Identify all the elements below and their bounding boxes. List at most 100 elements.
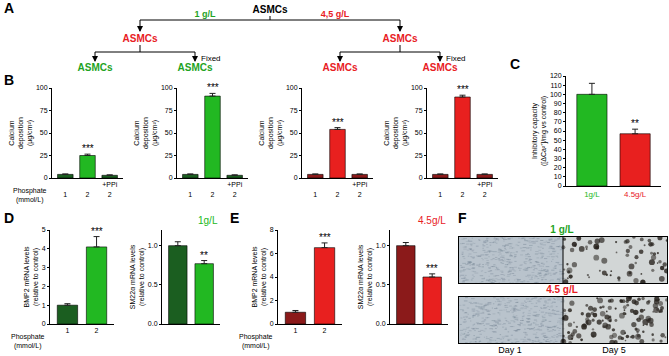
svg-text:5: 5 [42, 226, 46, 233]
svg-text:***: *** [319, 232, 331, 243]
svg-text:1: 1 [63, 181, 67, 197]
svg-text:50: 50 [40, 129, 48, 136]
svg-text:BMP2 mRNA levels(relative to c: BMP2 mRNA levels(relative to control) [251, 246, 268, 308]
svg-text:4,5 g/L: 4,5 g/L [321, 9, 350, 19]
svg-text:6: 6 [270, 250, 274, 257]
svg-text:1: 1 [42, 302, 46, 309]
svg-text:SM22α mRNA levels(relative to: SM22α mRNA levels(relative to control) [129, 244, 146, 309]
svg-text:Phosphate(mmol/L): Phosphate(mmol/L) [11, 333, 45, 350]
svg-text:100: 100 [411, 84, 423, 91]
svg-text:2: 2 [211, 181, 215, 197]
svg-text:***: *** [91, 226, 103, 237]
svg-text:+PPi2: +PPi2 [102, 181, 117, 197]
svg-text:Phosphate(mmol/L): Phosphate(mmol/L) [13, 187, 47, 204]
svg-text:75: 75 [165, 107, 173, 114]
svg-text:110: 110 [550, 82, 561, 89]
svg-text:100: 100 [286, 84, 298, 91]
svg-text:4: 4 [42, 245, 46, 252]
svg-text:2: 2 [461, 181, 465, 197]
svg-text:1: 1 [293, 327, 297, 334]
svg-text:80: 80 [554, 109, 562, 116]
svg-text:0: 0 [558, 182, 562, 189]
svg-text:1 g/L: 1 g/L [194, 9, 216, 19]
svg-text:SM22α mRNA levels(relative to: SM22α mRNA levels(relative to control) [357, 244, 374, 309]
svg-text:90: 90 [554, 100, 562, 107]
svg-text:1: 1 [438, 181, 442, 197]
svg-text:ASMCs: ASMCs [382, 33, 417, 44]
svg-text:Calciumdeposition(µg/cm²): Calciumdeposition(µg/cm²) [8, 117, 34, 149]
svg-text:75: 75 [415, 107, 423, 114]
svg-text:60: 60 [554, 127, 562, 134]
svg-text:50: 50 [554, 137, 562, 144]
svg-text:2: 2 [42, 283, 46, 290]
svg-text:ASMCs: ASMCs [422, 62, 457, 73]
svg-text:***: *** [82, 143, 94, 154]
svg-text:50: 50 [415, 129, 423, 136]
svg-text:Phosphate(mmol/L): Phosphate(mmol/L) [239, 333, 273, 350]
svg-text:***: *** [457, 84, 469, 95]
svg-text:4: 4 [270, 273, 274, 280]
svg-text:4.5g/L: 4.5g/L [418, 215, 446, 226]
svg-text:1g/L: 1g/L [584, 190, 600, 199]
svg-text:1g/L: 1g/L [198, 215, 218, 226]
svg-text:2: 2 [336, 181, 340, 197]
svg-text:10: 10 [554, 173, 562, 180]
svg-text:40: 40 [554, 146, 562, 153]
svg-text:0: 0 [42, 320, 46, 327]
svg-text:120: 120 [550, 72, 562, 79]
svg-text:**: ** [631, 118, 639, 129]
svg-text:0: 0 [294, 174, 298, 181]
svg-text:ASMCs: ASMCs [177, 62, 212, 73]
svg-text:+PPi2: +PPi2 [352, 181, 367, 197]
svg-text:1: 1 [65, 327, 69, 334]
svg-text:75: 75 [290, 107, 298, 114]
svg-text:***: *** [332, 117, 344, 128]
svg-text:0: 0 [270, 320, 274, 327]
svg-text:1: 1 [313, 181, 317, 197]
svg-text:Calciumdeposition(µg/cm²): Calciumdeposition(µg/cm²) [383, 117, 409, 149]
svg-text:BMP2 mRNA levels(relative to c: BMP2 mRNA levels(relative to control) [23, 246, 40, 308]
svg-text:2: 2 [95, 327, 99, 334]
svg-text:0.0: 0.0 [148, 320, 158, 327]
svg-text:25: 25 [290, 152, 298, 159]
svg-text:25: 25 [415, 152, 423, 159]
svg-text:***: *** [207, 82, 219, 93]
svg-text:50: 50 [165, 129, 173, 136]
svg-text:ASMCs: ASMCs [77, 62, 112, 73]
svg-text:100: 100 [36, 84, 48, 91]
svg-text:**: ** [200, 250, 208, 261]
svg-text:0: 0 [169, 174, 173, 181]
svg-text:4.5g/L: 4.5g/L [624, 190, 647, 199]
svg-text:1.0: 1.0 [376, 242, 386, 249]
svg-text:25: 25 [165, 152, 173, 159]
svg-text:+PPi2: +PPi2 [477, 181, 492, 197]
svg-text:ASMCs: ASMCs [252, 4, 287, 15]
svg-text:75: 75 [40, 107, 48, 114]
svg-text:25: 25 [40, 152, 48, 159]
svg-text:50: 50 [290, 129, 298, 136]
svg-text:Calciumdeposition(µg/cm²): Calciumdeposition(µg/cm²) [258, 117, 284, 149]
svg-text:Calciumdeposition(µg/cm²): Calciumdeposition(µg/cm²) [133, 117, 159, 149]
svg-text:100: 100 [550, 91, 562, 98]
svg-text:ASMCs: ASMCs [122, 33, 157, 44]
svg-text:0: 0 [419, 174, 423, 181]
svg-text:***: *** [426, 263, 438, 274]
svg-text:2: 2 [270, 297, 274, 304]
svg-text:0: 0 [44, 174, 48, 181]
svg-text:Fixed: Fixed [201, 54, 221, 63]
svg-text:ASMCs: ASMCs [322, 62, 357, 73]
svg-text:Fixed: Fixed [446, 54, 466, 63]
svg-text:30: 30 [554, 155, 562, 162]
svg-text:100: 100 [161, 84, 173, 91]
svg-text:2: 2 [86, 181, 90, 197]
svg-text:2: 2 [323, 327, 327, 334]
svg-text:1: 1 [188, 181, 192, 197]
svg-text:+PPi2: +PPi2 [227, 181, 242, 197]
svg-text:20: 20 [554, 164, 562, 171]
svg-text:3: 3 [42, 264, 46, 271]
svg-text:70: 70 [554, 118, 562, 125]
svg-text:8: 8 [270, 226, 274, 233]
svg-text:0.5: 0.5 [148, 281, 158, 288]
svg-text:1.0: 1.0 [148, 242, 158, 249]
svg-text:0.5: 0.5 [376, 281, 386, 288]
